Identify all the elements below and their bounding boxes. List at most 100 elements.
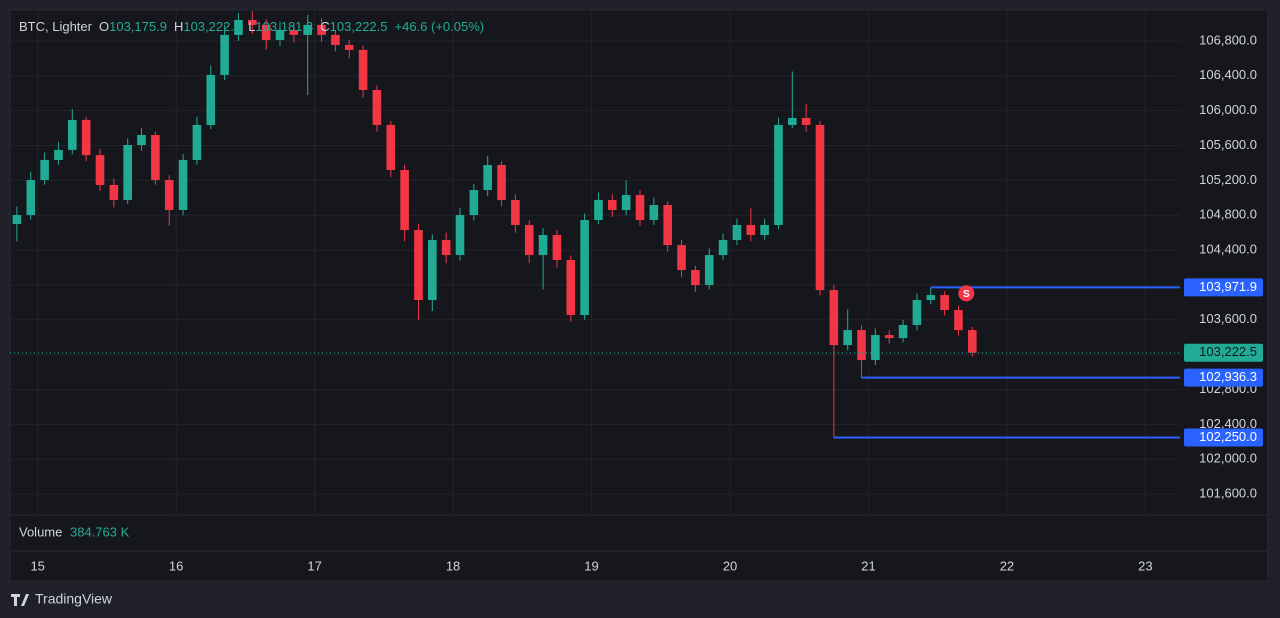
candle-body	[220, 34, 229, 75]
candle-body	[857, 330, 866, 361]
candle-body	[746, 224, 756, 236]
candle-body	[275, 29, 285, 40]
x-tick-label: 22	[1000, 558, 1014, 573]
candle-body	[234, 19, 243, 35]
x-tick-label: 20	[723, 558, 737, 573]
price-tag	[1184, 428, 1263, 447]
candle-body	[635, 195, 645, 221]
candle-body	[801, 117, 811, 125]
last-price-tag	[1184, 343, 1263, 362]
candle-body	[400, 169, 409, 231]
volume-label: Volume	[19, 524, 62, 539]
candle-body	[704, 255, 714, 286]
candle-body	[538, 235, 548, 256]
candle-body	[12, 215, 22, 224]
candle-body	[732, 224, 742, 241]
x-tick-label: 18	[446, 558, 460, 573]
price-tag	[1184, 368, 1263, 387]
candle-body	[317, 24, 326, 35]
chart-frame	[9, 9, 1269, 582]
candle-body	[303, 24, 312, 35]
x-tick-label: 15	[30, 558, 44, 573]
candle-body	[289, 29, 299, 35]
y-tick-label: 101,600.0	[1199, 486, 1257, 501]
candle-body	[884, 335, 894, 339]
ohlc-value: 103,222.5	[183, 19, 242, 34]
y-tick-label: 102,400.0	[1199, 416, 1257, 431]
y-tick-label: 104,400.0	[1199, 242, 1257, 257]
candle-body	[926, 295, 936, 301]
change: +46.6 (+0.05%)	[394, 19, 485, 34]
symbol: BTC, Lighter	[19, 19, 92, 34]
candle-body	[469, 190, 479, 216]
candle-body	[843, 330, 852, 346]
candle-body	[580, 220, 589, 316]
candle-body	[815, 124, 825, 291]
x-tick-label: 23	[1138, 558, 1152, 573]
legend: BTC, Lighter O 103,175.9 H 103,222.5 L 103,18…	[19, 19, 484, 34]
price-label: 102,250.0	[1199, 429, 1257, 444]
y-tick-label: 105,200.0	[1199, 172, 1257, 187]
candle-body	[358, 49, 368, 90]
candle-body	[455, 215, 465, 256]
y-tick-label: 106,400.0	[1199, 67, 1257, 82]
candle-body	[718, 240, 728, 256]
candle-body	[774, 124, 783, 225]
brand: TradingView	[35, 591, 113, 607]
candle-body	[178, 159, 188, 210]
ohlc-key: C	[320, 19, 330, 34]
price-tag	[1184, 278, 1263, 297]
x-tick-label: 16	[169, 558, 183, 573]
candle-body	[372, 89, 382, 125]
candle-body	[414, 230, 423, 301]
candle-body	[663, 205, 672, 246]
candle-body	[898, 325, 908, 339]
y-tick-label: 102,000.0	[1199, 451, 1257, 466]
ohlc-value: 103,175.9	[109, 19, 167, 34]
candle-body	[331, 34, 340, 45]
candle-body	[81, 119, 91, 156]
brand-logo	[11, 594, 29, 606]
y-tick-label: 106,000.0	[1199, 102, 1257, 117]
candle-body	[511, 199, 520, 225]
candle-body	[68, 119, 77, 150]
sell-marker-label: S	[963, 289, 970, 300]
candle-body	[109, 184, 119, 200]
y-tick-label: 103,600.0	[1199, 311, 1257, 326]
ohlc-key: L	[248, 19, 256, 34]
x-tick-label: 21	[861, 558, 875, 573]
volume-value: 384.763 K	[70, 524, 130, 539]
candle-body	[912, 300, 922, 326]
candle-body	[940, 295, 949, 311]
candle-body	[552, 235, 562, 261]
candle-body	[164, 180, 174, 210]
candle-body	[95, 155, 105, 185]
candle-body	[968, 330, 977, 353]
y-tick-label: 105,600.0	[1199, 137, 1257, 152]
price-label: 103,971.9	[1199, 279, 1257, 294]
candle-body	[137, 134, 146, 145]
sell-marker	[958, 285, 975, 302]
candle-body	[608, 199, 617, 210]
candle-body	[760, 224, 769, 236]
candle-body	[151, 134, 160, 181]
candle-body	[483, 165, 492, 191]
candle-body	[954, 310, 963, 331]
ohlc-key: H	[173, 19, 184, 34]
candle-body	[206, 74, 216, 125]
candle-body	[386, 124, 396, 170]
candle-body	[621, 195, 631, 210]
ohlc-key: O	[98, 19, 110, 34]
candle-body	[497, 165, 506, 200]
candle-body	[261, 24, 271, 40]
candle-body	[677, 245, 686, 271]
candle-body	[594, 199, 603, 221]
plot	[10, 10, 1180, 515]
candle-body	[871, 335, 880, 361]
candle-body	[54, 149, 63, 160]
candle-body	[192, 124, 202, 160]
candle-body	[524, 224, 534, 256]
ohlc-value: 103,181.3	[255, 19, 314, 34]
candle-body	[649, 205, 659, 221]
